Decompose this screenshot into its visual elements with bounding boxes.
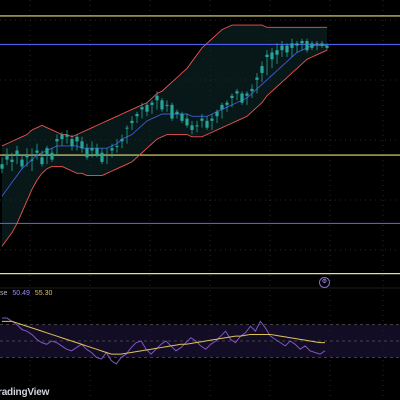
candle-body	[120, 139, 124, 142]
candle-body	[200, 118, 204, 121]
candle-body	[45, 148, 49, 156]
candle-body	[165, 104, 169, 106]
candle-body	[235, 91, 239, 94]
candle-body	[290, 43, 294, 48]
candle-body	[55, 139, 59, 142]
candle-body	[170, 104, 174, 119]
rsi-ma-line	[2, 320, 325, 355]
candle-body	[40, 157, 44, 165]
candle-body	[305, 41, 309, 51]
candle-body	[155, 95, 159, 101]
candle-body	[80, 141, 84, 149]
candle-body	[195, 125, 199, 127]
candle-body	[50, 152, 54, 160]
candle-body	[30, 159, 34, 161]
candle-body	[100, 152, 104, 162]
candle-body	[310, 43, 314, 48]
candle-body	[75, 136, 79, 142]
candle-body	[95, 148, 99, 156]
candle-body	[205, 120, 209, 128]
candle-body	[70, 139, 74, 146]
bollinger-lines	[1, 24, 328, 247]
candle-body	[275, 50, 279, 55]
candle-body	[315, 43, 319, 45]
candle-body	[280, 45, 284, 51]
candle-body	[60, 134, 64, 140]
rsi-value: 50.49	[12, 290, 30, 297]
candle-body	[210, 118, 214, 121]
brand-text: radingView	[0, 387, 50, 398]
candle-body	[225, 102, 229, 105]
rsi-line	[2, 317, 326, 365]
candle-body	[160, 100, 164, 110]
candle-body	[35, 150, 39, 153]
candle-body	[185, 118, 189, 126]
candle-body	[20, 159, 24, 167]
candle-body	[10, 159, 14, 162]
candle-body	[285, 45, 289, 53]
candle-body	[220, 104, 224, 110]
candle-body	[190, 125, 194, 130]
candle-body	[125, 127, 129, 129]
candle-body	[325, 45, 329, 48]
candle-body	[245, 93, 249, 96]
candle-body	[105, 155, 109, 157]
candle-body	[25, 155, 29, 158]
candle-body	[175, 111, 179, 114]
bollinger-basis-line	[1, 45, 327, 197]
candle-body	[65, 134, 69, 137]
candle-body	[240, 93, 244, 103]
tradingview-logo: radingView	[0, 387, 49, 398]
candle-body	[115, 145, 119, 147]
candle-body	[270, 52, 274, 60]
candle-body	[320, 43, 324, 46]
settings-icon[interactable]: ⚙	[319, 277, 330, 288]
candle-body	[215, 111, 219, 117]
candle-body	[5, 155, 9, 160]
rsi-legend: se 50.49 55.30	[0, 290, 55, 297]
candle-body	[135, 114, 139, 117]
candle-body	[110, 148, 114, 151]
bollinger-lower-line	[1, 49, 328, 247]
candle-body	[0, 164, 4, 169]
candle-body	[180, 114, 184, 121]
rsi-pane	[0, 317, 400, 365]
candle-body	[15, 150, 19, 156]
candle-body	[255, 77, 259, 80]
candle-body	[85, 148, 89, 158]
bollinger-upper-line	[1, 24, 327, 147]
candle-body	[265, 54, 269, 57]
rsi-ma-value: 55.30	[34, 290, 53, 297]
candle-body	[295, 43, 299, 46]
candle-body	[230, 95, 234, 99]
candle-body	[260, 66, 264, 73]
candle-body	[140, 107, 144, 110]
candle-body	[130, 120, 134, 124]
candle-body	[145, 104, 149, 112]
candle-body	[300, 41, 304, 44]
horizontal-levels[interactable]	[0, 15, 400, 275]
candle-body	[250, 88, 254, 92]
candle-body	[150, 102, 154, 105]
candles	[0, 38, 329, 174]
rsi-legend-label: se	[0, 290, 8, 297]
candle-body	[90, 148, 94, 151]
